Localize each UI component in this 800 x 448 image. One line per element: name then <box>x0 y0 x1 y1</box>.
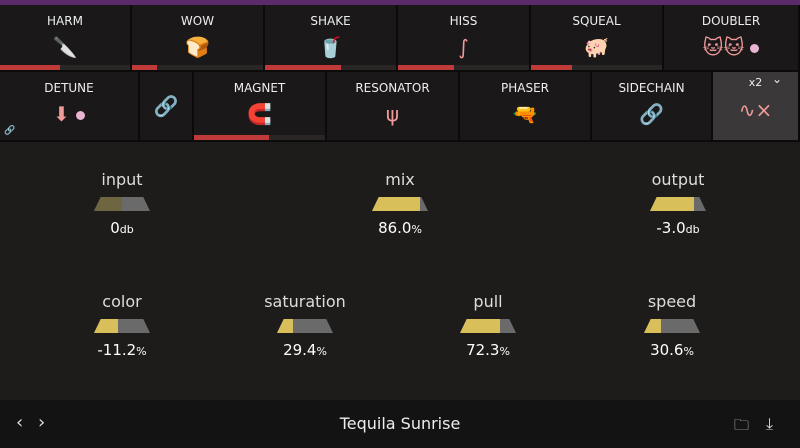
module-label: SHAKE <box>310 14 351 28</box>
knob-label: mix <box>385 170 415 189</box>
tuning-fork-icon: ψ <box>385 102 400 126</box>
module-label: HARM <box>47 14 83 28</box>
module-label: x2 <box>748 76 763 89</box>
knob-slider[interactable] <box>94 197 150 211</box>
raygun-icon: 🔫 <box>512 102 538 126</box>
level-bar <box>132 65 263 70</box>
link-icon: 🔗 <box>639 102 664 126</box>
knob-pull: pull 72.3% <box>418 292 558 359</box>
module-shake[interactable]: SHAKE 🥤 <box>265 5 398 72</box>
download-icon[interactable]: ⤓ <box>766 414 774 433</box>
level-bar <box>194 135 325 140</box>
knob-value[interactable]: 30.6% <box>650 341 694 359</box>
module-link[interactable]: 🔗 <box>140 72 194 142</box>
module-x2[interactable]: x2 ⌄ ∿× <box>713 72 800 142</box>
wave-x-icon: ∿× <box>738 98 773 122</box>
link-icon: 🔗 <box>153 94 179 118</box>
pig-icon: 🐖 <box>584 35 609 59</box>
indicator-dot[interactable] <box>75 111 85 120</box>
module-label: PHASER <box>500 81 549 95</box>
module-phaser[interactable]: PHASER 🔫 <box>460 72 592 142</box>
top-strip <box>0 0 800 5</box>
knob-slider[interactable] <box>460 319 516 333</box>
knob-label: pull <box>473 292 503 311</box>
module-sidechain[interactable]: SIDECHAIN 🔗 <box>592 72 713 142</box>
knob-slider[interactable] <box>372 197 428 211</box>
knob-value[interactable]: -3.0db <box>656 219 700 237</box>
prev-preset-button[interactable]: ‹ <box>16 412 24 433</box>
knob-label: saturation <box>264 292 346 311</box>
knob-value[interactable]: 0db <box>110 219 134 237</box>
knob-label: output <box>651 170 705 189</box>
knob-mix: mix 86.0% <box>330 170 470 237</box>
next-preset-button[interactable]: › <box>38 412 46 433</box>
module-label: DOUBLER <box>701 14 761 28</box>
module-label: SIDECHAIN <box>618 81 685 95</box>
knob-value[interactable]: 29.4% <box>283 341 327 359</box>
knob-slider[interactable] <box>644 319 700 333</box>
knob-slider[interactable] <box>650 197 706 211</box>
snake-icon: ∫ <box>458 35 469 59</box>
module-squeal[interactable]: SQUEAL 🐖 <box>531 5 664 72</box>
knob-saturation: saturation 29.4% <box>235 292 375 359</box>
level-bar <box>531 65 662 70</box>
knob-input: input 0db <box>52 170 192 237</box>
module-resonator[interactable]: RESONATOR ψ <box>327 72 460 142</box>
module-label: HISS <box>449 14 478 28</box>
preset-name[interactable]: Tequila Sunrise <box>339 414 461 433</box>
shaker-icon: 🥤 <box>318 35 343 59</box>
chevron-down-icon[interactable]: ⌄ <box>771 72 782 86</box>
level-bar <box>265 65 396 70</box>
knob-value[interactable]: 86.0% <box>378 219 422 237</box>
indicator-dot[interactable] <box>750 44 760 53</box>
cats-icon: 🐱🐱 <box>664 35 798 59</box>
module-label: MAGNET <box>233 81 286 95</box>
link-icon[interactable]: 🔗 <box>4 126 16 136</box>
module-doubler[interactable]: DOUBLER 🐱🐱 <box>664 5 800 72</box>
module-magnet[interactable]: MAGNET 🧲 <box>194 72 327 142</box>
level-bar <box>0 65 130 70</box>
knob-color: color -11.2% <box>52 292 192 359</box>
knob-slider[interactable] <box>94 319 150 333</box>
module-label: WOW <box>180 14 215 28</box>
magnet-icon: 🧲 <box>247 102 272 126</box>
detune-icon: ⬇ <box>0 102 138 126</box>
module-harm[interactable]: HARM 🔪 <box>0 5 132 72</box>
knob-label: input <box>101 170 143 189</box>
module-wow[interactable]: WOW 🍞 <box>132 5 265 72</box>
knob-output: output -3.0db <box>608 170 748 237</box>
knife-icon: 🔪 <box>52 35 78 59</box>
module-detune[interactable]: DETUNE ⬇ 🔗 <box>0 72 140 142</box>
folder-icon[interactable]: 🗀 <box>734 416 750 434</box>
knob-speed: speed 30.6% <box>602 292 742 359</box>
knob-label: speed <box>647 292 697 311</box>
footer-bar: ‹ › Tequila Sunrise 🗀 ⤓ <box>0 400 800 448</box>
toast-icon: 🍞 <box>185 35 210 59</box>
knob-value[interactable]: 72.3% <box>466 341 510 359</box>
module-label: SQUEAL <box>572 14 621 28</box>
knob-slider[interactable] <box>277 319 333 333</box>
module-label: DETUNE <box>44 81 94 95</box>
module-hiss[interactable]: HISS ∫ <box>398 5 531 72</box>
level-bar <box>398 65 529 70</box>
knob-label: color <box>102 292 142 311</box>
knob-value[interactable]: -11.2% <box>97 341 147 359</box>
module-label: RESONATOR <box>355 81 430 95</box>
